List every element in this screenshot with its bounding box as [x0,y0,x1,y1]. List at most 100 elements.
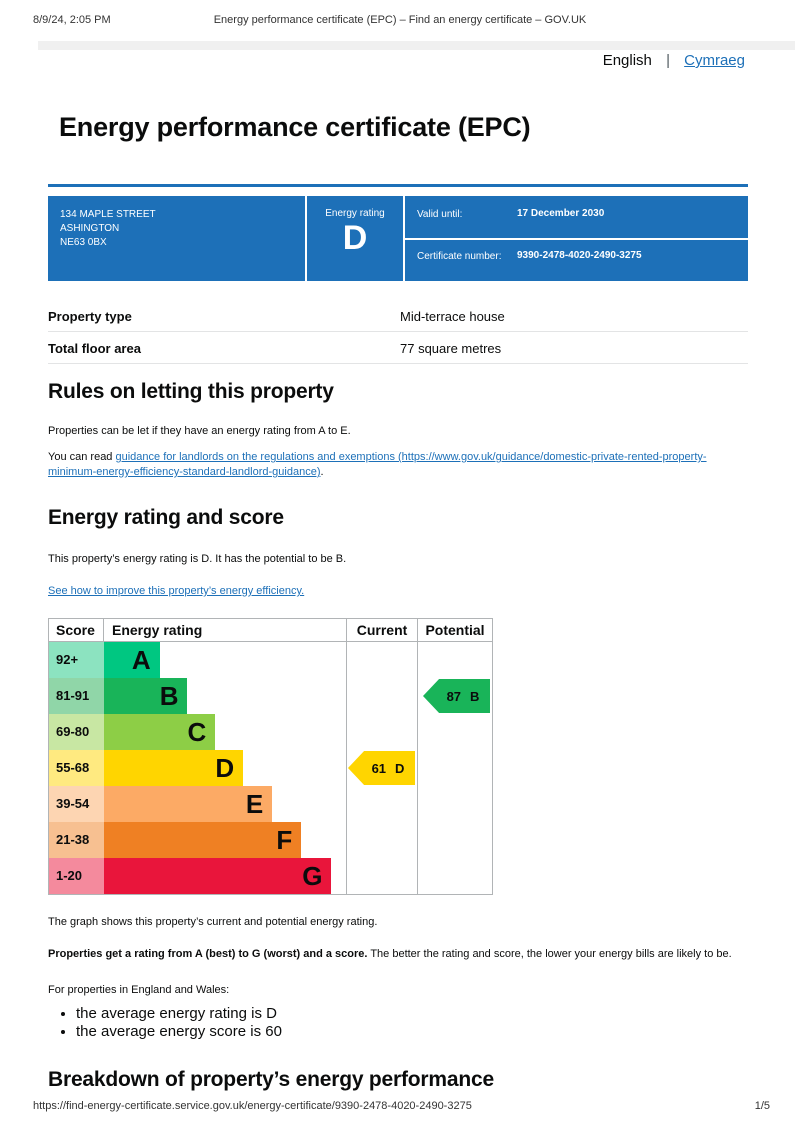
chart-column-header: Energy rating [104,619,347,641]
potential-column-cell [418,822,492,858]
epc-band-row: 55-68 D 61 D [49,750,492,786]
band-letter: C [187,717,207,747]
epc-band-row: 39-54 E [49,786,492,822]
rules-paragraph-prefix: You can read [48,451,116,463]
potential-column-cell [418,786,492,822]
rating-explanation: Properties get a rating from A (best) to… [48,947,748,962]
rating-explanation-bold: Properties get a rating from A (best) to… [48,948,368,960]
improve-efficiency-link[interactable]: See how to improve this property’s energ… [48,585,305,597]
average-rating-list: the average energy rating is D the avera… [56,1005,282,1041]
table-row: Property type Mid-terrace house [48,300,748,332]
main-content: Energy performance certificate (EPC) 134… [48,0,748,1133]
address-line-1: 134 MAPLE STREET [60,209,156,220]
band-score-range: 92+ [49,642,104,678]
epc-band-row: 81-91 B 87 B [49,678,492,714]
potential-column-cell: 87 B [418,678,492,714]
band-letter: B [159,681,179,711]
energy-rating-cell: Energy rating D [307,196,403,281]
band-score-range: 21-38 [49,822,104,858]
current-column-cell: 61 D [347,750,418,786]
property-address: 134 MAPLE STREET ASHINGTON NE63 0BX [48,196,305,281]
print-footer-url: https://find-energy-certificate.service.… [33,1100,472,1112]
rating-section-heading: Energy rating and score [48,506,284,529]
band-score-range: 39-54 [49,786,104,822]
epc-chart-body: 92+ A 81-91 B 87 B 69-80 C 55-68 D 61 D 39-54 E 21-38 F… [49,642,492,894]
band-letter: E [245,789,264,819]
potential-column-cell [418,858,492,894]
current-column-cell [347,822,418,858]
band-bar-cell: B [104,678,347,714]
band-score-range: 55-68 [49,750,104,786]
band-bar: C [104,714,216,750]
regions-intro: For properties in England and Wales: [48,984,230,996]
energy-rating-label: Energy rating [325,208,385,219]
arrow-score: 87 [446,688,462,704]
current-column-cell [347,714,418,750]
epc-rating-chart: Score Energy rating Current Potential 92+ A 8… [48,618,493,895]
collapsed-banner-strip [38,41,795,50]
potential-rating-arrow: 87 B [423,679,490,713]
epc-band-row: 1-20 G [49,858,492,894]
band-bar-cell: A [104,642,347,678]
page-title: Energy performance certificate (EPC) [59,112,531,142]
current-column-cell [347,858,418,894]
valid-until-cell: Valid until: 17 December 2030 [405,196,748,238]
title-divider-rule [48,184,748,187]
total-floor-area-label: Total floor area [48,341,141,356]
certificate-number-value: 9390-2478-4020-2490-3275 [517,250,642,261]
print-datetime: 8/9/24, 2:05 PM [33,14,111,26]
band-bar: B [104,678,188,714]
band-bar-cell: F [104,822,347,858]
valid-until-label: Valid until: [417,209,463,220]
list-item: the average energy score is 60 [76,1023,282,1040]
rating-explanation-rest: The better the rating and score, the low… [367,948,732,960]
chart-column-header: Current [347,619,418,641]
property-type-label: Property type [48,309,132,324]
language-separator: | [666,52,670,69]
epc-band-row: 69-80 C [49,714,492,750]
address-line-3: NE63 0BX [60,237,107,248]
language-link-cymraeg[interactable]: Cymraeg [684,52,745,69]
band-letter: G [302,861,323,891]
band-bar: G [104,858,332,894]
arrow-letter: D [395,760,405,776]
landlord-guidance-link[interactable]: guidance for landlords on the regulation… [48,451,707,478]
address-line-2: ASHINGTON [60,223,120,234]
print-document-title: Energy performance certificate (EPC) – F… [213,14,587,26]
print-footer: https://find-energy-certificate.service.… [33,1100,770,1114]
valid-until-value: 17 December 2030 [517,208,605,219]
potential-column-cell [418,714,492,750]
band-bar: A [104,642,160,678]
language-current-english: English [602,52,652,69]
potential-column-cell [418,642,492,678]
print-page-indicator: 1/5 [754,1100,770,1112]
language-switcher: English | Cymraeg [603,52,745,69]
band-score-range: 69-80 [49,714,104,750]
rating-summary-paragraph: This property’s energy rating is D. It h… [48,553,347,565]
band-bar: E [104,786,273,822]
epc-band-row: 21-38 F [49,822,492,858]
breakdown-section-heading: Breakdown of property’s energy performan… [48,1068,494,1091]
rules-section-heading: Rules on letting this property [48,380,334,403]
band-bar-cell: G [104,858,347,894]
total-floor-area-value: 77 square metres [400,341,502,356]
chart-column-header: Score [49,619,104,641]
epc-band-row: 92+ A [49,642,492,678]
band-letter: A [131,645,151,675]
current-column-cell [347,642,418,678]
band-bar-cell: D [104,750,347,786]
current-column-cell [347,786,418,822]
certificate-number-cell: Certificate number: 9390-2478-4020-2490-… [405,240,748,281]
band-bar-cell: C [104,714,347,750]
arrow-letter: B [470,688,480,704]
band-score-range: 81-91 [49,678,104,714]
energy-rating-value: D [342,219,368,257]
potential-column-cell [418,750,492,786]
rules-guidance-paragraph: You can read guidance for landlords on t… [48,450,738,480]
band-bar-cell: E [104,786,347,822]
band-letter: D [215,753,235,783]
chart-column-header: Potential [425,622,485,638]
arrow-score: 61 [371,760,387,776]
certificate-number-label: Certificate number: [417,251,502,262]
property-summary-table: Property type Mid-terrace house Total fl… [48,300,748,364]
